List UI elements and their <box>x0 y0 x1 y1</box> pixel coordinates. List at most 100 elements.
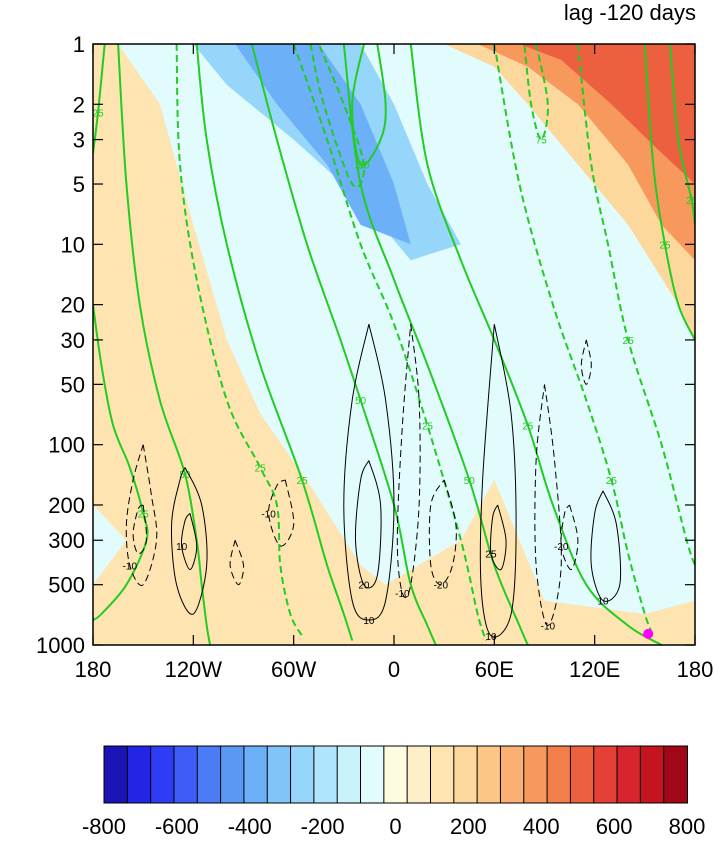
black-contour-label-3: 10 <box>176 542 188 553</box>
green-contour-0 <box>93 44 106 154</box>
x-tick-label-1: 120W <box>165 657 223 682</box>
black-contour-label-11: 25 <box>485 550 497 561</box>
green-contour-1 <box>93 304 149 621</box>
colorbar-box-14 <box>429 745 455 804</box>
shading-region-8 <box>519 44 695 184</box>
black-contour-label-4: -10 <box>261 509 276 520</box>
green-contour-label-7: 50 <box>464 476 476 487</box>
colorbar-box-6 <box>243 745 269 804</box>
black-contour-6 <box>343 323 395 621</box>
black-contour-0 <box>125 444 158 586</box>
black-contour-5 <box>229 540 245 586</box>
colorbar-box-15 <box>453 745 479 804</box>
black-contour-14 <box>590 490 622 602</box>
green-contour-14 <box>309 44 366 189</box>
colorbar-box-10 <box>336 745 362 804</box>
green-contour-3 <box>175 44 303 637</box>
black-contour-11 <box>490 504 507 571</box>
colorbar-box-13 <box>406 745 432 804</box>
colorbar-box-18 <box>523 745 549 804</box>
colorbar-box-12 <box>383 745 409 804</box>
black-contour-label-7: 20 <box>358 581 370 592</box>
y-tick-label-0: 1 <box>73 32 85 57</box>
y-tick-label-9: 200 <box>48 493 85 518</box>
y-tick-label-4: 10 <box>61 232 85 257</box>
green-contour-label-9: 25 <box>606 476 618 487</box>
colorbar-box-5 <box>220 745 245 804</box>
colorbar: -800 -600 -400 -200 0 200 400 600 800 <box>82 745 706 839</box>
x-tick-label-0: 180 <box>75 657 112 682</box>
colorbar-box-4 <box>196 745 222 804</box>
green-contour-label-6: 25 <box>422 421 434 432</box>
green-contour-label-15: 25 <box>355 161 367 172</box>
colorbar-box-1 <box>126 745 152 804</box>
green-contour-label-11: 25 <box>623 336 635 347</box>
colorbar-box-0 <box>103 745 129 804</box>
colorbar-label-1: -600 <box>155 814 199 838</box>
colorbar-box-23 <box>639 745 665 804</box>
black-contour-label-9: -20 <box>434 581 449 592</box>
black-contour-7 <box>354 460 382 589</box>
black-contour-label-6: 10 <box>363 616 375 627</box>
green-contour-label-8: 25 <box>522 421 534 432</box>
black-contour-10 <box>479 324 517 638</box>
colorbar-label-2: -400 <box>228 814 272 838</box>
marker-0 <box>643 628 654 639</box>
colorbar-label-0: -800 <box>82 814 126 838</box>
x-tick-label-6: 180 <box>677 657 714 682</box>
black-contour-1 <box>132 504 148 555</box>
colorbar-box-2 <box>150 745 175 804</box>
black-contour-9 <box>428 479 457 586</box>
colorbar-box-9 <box>313 745 339 804</box>
colorbar-label-8: 800 <box>669 814 706 838</box>
colorbar-label-7: 600 <box>596 814 633 838</box>
y-tick-label-2: 3 <box>73 128 85 153</box>
black-contour-label-8: -10 <box>395 589 410 600</box>
colorbar-box-19 <box>546 745 572 804</box>
colorbar-box-8 <box>290 745 315 804</box>
green-contour-label-4: 25 <box>296 476 308 487</box>
black-contour-label-10: 10 <box>485 632 497 643</box>
black-contour-label-12: -10 <box>541 622 556 633</box>
black-contour-4 <box>268 479 295 547</box>
green-contour-label-2: 50 <box>179 470 191 481</box>
green-contour-8 <box>409 44 663 645</box>
y-tick-label-10: 300 <box>48 528 85 553</box>
y-tick-label-12: 1000 <box>36 633 85 658</box>
green-contour-9 <box>493 44 655 637</box>
black-contour-12 <box>534 384 562 627</box>
green-contour-5 <box>250 44 437 645</box>
green-contour-label-3: 25 <box>255 463 267 474</box>
green-contour-4 <box>195 44 354 641</box>
green-contour-2 <box>117 44 212 645</box>
green-contour-15 <box>351 44 387 167</box>
colorbar-label-5: 200 <box>450 814 487 838</box>
y-tick-label-8: 100 <box>48 433 85 458</box>
green-contour-label-10: 75 <box>536 136 548 147</box>
colorbar-box-17 <box>499 745 525 804</box>
x-tick-label-3: 0 <box>388 657 400 682</box>
colorbar-box-21 <box>593 745 619 804</box>
green-contour-13 <box>668 44 695 226</box>
shading-region-3 <box>143 44 695 541</box>
colorbar-box-7 <box>266 745 292 804</box>
axes-layer: 180 120W 60W 0 60E 120E 180 1 2 3 5 10 20 30 50 100 200 3… <box>36 32 713 682</box>
green-contour-6 <box>292 44 487 641</box>
colorbar-box-24 <box>663 745 688 804</box>
green-contour-label-13: 25 <box>686 196 698 207</box>
black-contour-label-14: 10 <box>597 597 609 608</box>
y-tick-label-5: 20 <box>61 293 85 318</box>
x-tick-label-4: 60E <box>475 657 514 682</box>
black-contour-label-13: -20 <box>554 542 569 553</box>
chart-title: lag -120 days <box>563 0 696 25</box>
colorbar-label-4: 0 <box>389 814 401 838</box>
green-contour-label-12: 25 <box>659 240 671 251</box>
colorbar-label-6: 400 <box>523 814 560 838</box>
y-tick-label-1: 2 <box>73 92 85 117</box>
green-contour-layer: 25255025255025502525752525255025 <box>93 44 698 645</box>
black-contour-13 <box>560 504 579 570</box>
x-tick-label-2: 60W <box>271 657 316 682</box>
y-tick-label-6: 30 <box>61 328 85 353</box>
colorbar-box-11 <box>360 745 385 804</box>
